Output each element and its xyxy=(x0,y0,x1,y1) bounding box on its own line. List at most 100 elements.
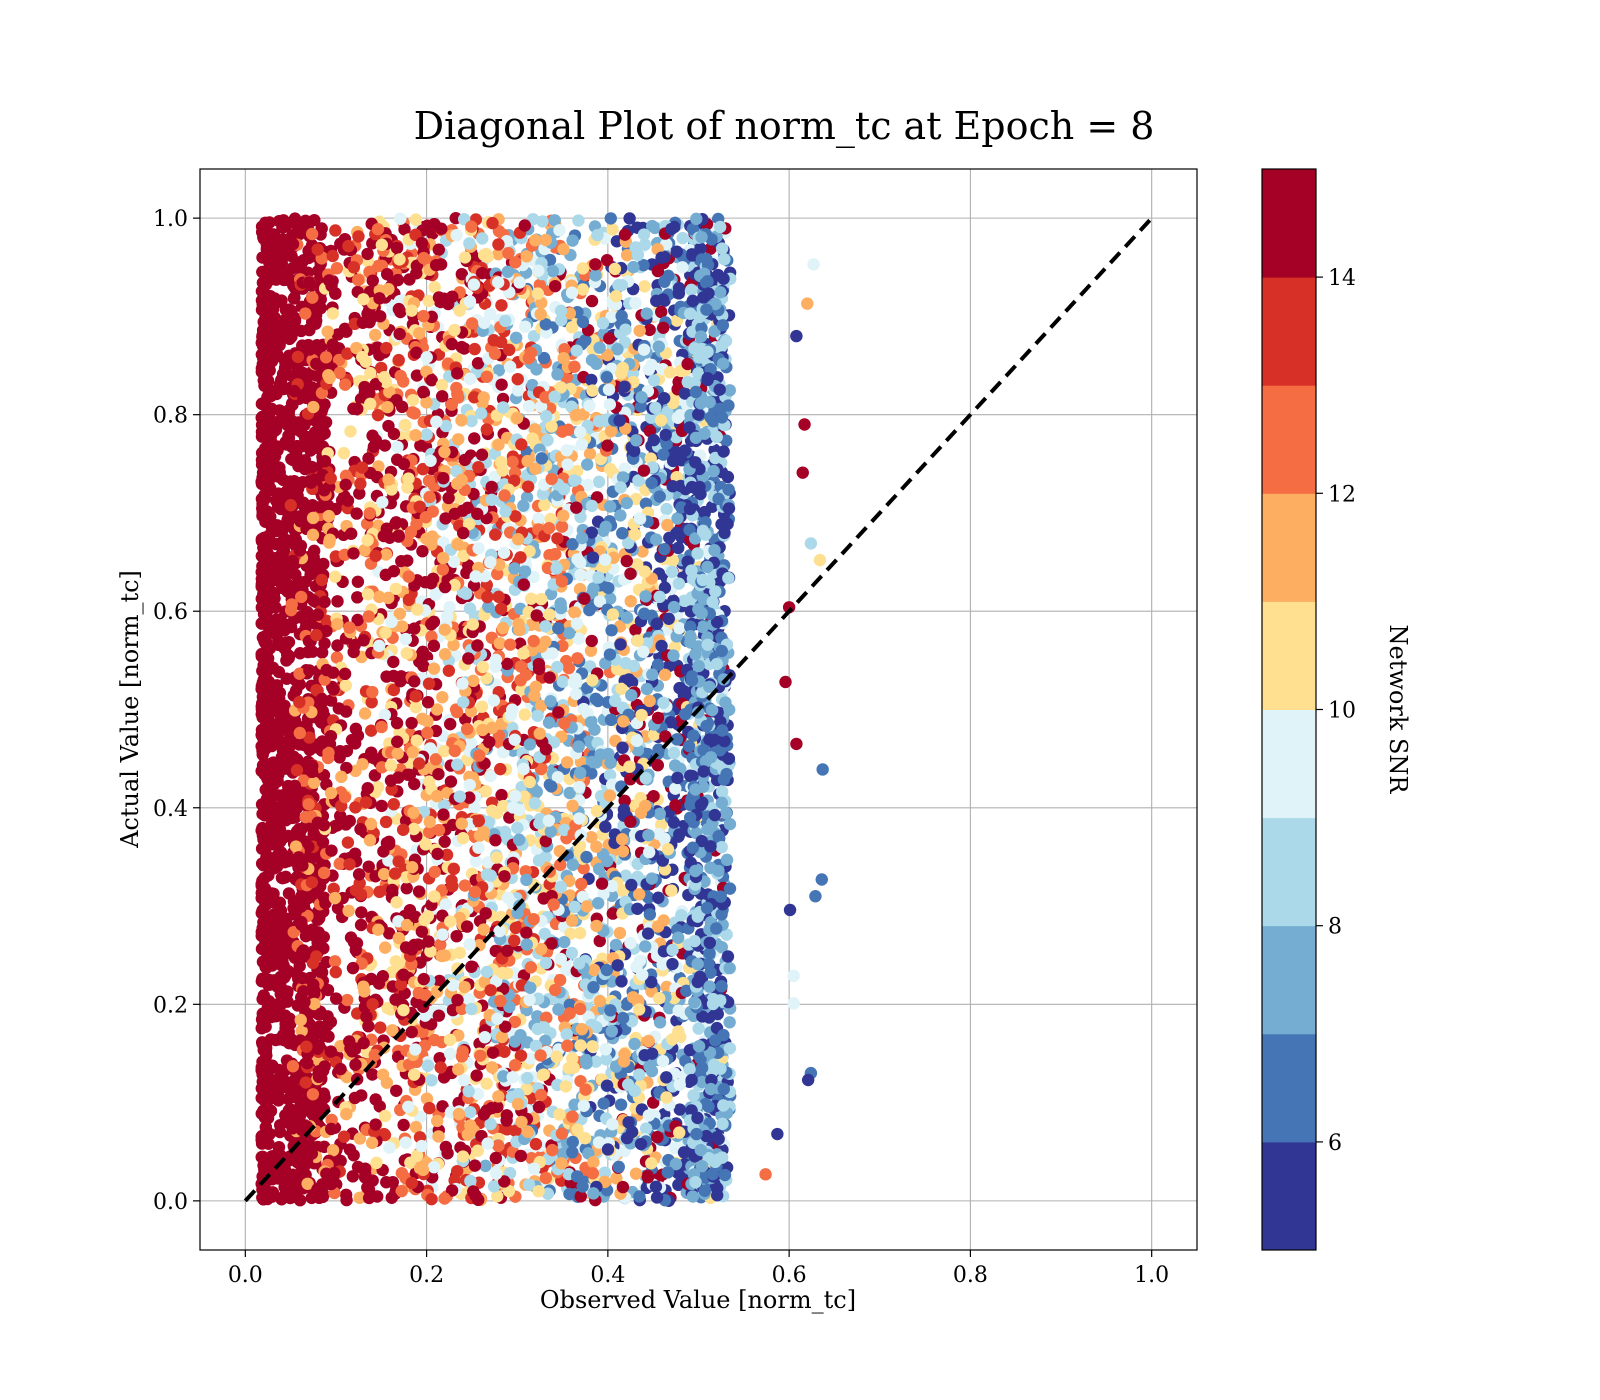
scatter-point xyxy=(616,1180,630,1194)
scatter-point xyxy=(262,332,275,345)
scatter-point xyxy=(257,587,270,601)
scatter-point xyxy=(307,544,321,558)
scatter-point xyxy=(523,993,536,1007)
scatter-point xyxy=(352,868,366,881)
scatter-point xyxy=(288,811,302,824)
scatter-point xyxy=(344,425,357,438)
scatter-point xyxy=(256,748,269,761)
scatter-point xyxy=(380,1176,393,1189)
scatter-point xyxy=(271,336,285,350)
scatter-point xyxy=(265,517,279,530)
scatter-point xyxy=(288,291,301,305)
scatter-point xyxy=(301,1057,314,1070)
scatter-point xyxy=(268,853,282,867)
scatter-point xyxy=(562,423,575,436)
scatter-point xyxy=(581,458,594,471)
scatter-point xyxy=(273,233,286,247)
scatter-point xyxy=(385,615,398,629)
scatter-point xyxy=(356,757,369,771)
scatter-point xyxy=(553,224,566,237)
scatter-point xyxy=(609,938,623,952)
scatter-point xyxy=(376,970,390,983)
scatter-point xyxy=(604,425,618,438)
scatter-point xyxy=(270,679,284,692)
scatter-point xyxy=(499,314,512,328)
scatter-point xyxy=(347,402,360,415)
scatter-point xyxy=(307,776,321,789)
scatter-point xyxy=(275,871,289,885)
scatter-point xyxy=(495,788,508,802)
scatter-point xyxy=(556,675,569,688)
scatter-point xyxy=(409,213,423,226)
scatter-point xyxy=(261,652,275,665)
scatter-point xyxy=(256,505,269,518)
scatter-point xyxy=(262,995,276,1008)
scatter-point xyxy=(256,1183,269,1197)
scatter-point xyxy=(498,825,512,838)
scatter-point xyxy=(456,1150,470,1163)
scatter-point xyxy=(638,280,651,293)
scatter-point xyxy=(290,753,304,766)
scatter-point xyxy=(339,1188,353,1201)
scatter-point xyxy=(557,243,570,256)
scatter-point xyxy=(280,912,293,925)
scatter-point xyxy=(421,696,435,709)
scatter-point xyxy=(620,496,633,510)
scatter-point xyxy=(326,1144,340,1157)
scatter-point xyxy=(286,261,299,275)
scatter-point xyxy=(290,764,304,777)
scatter-point xyxy=(467,674,480,688)
scatter-point xyxy=(277,545,291,558)
scatter-point xyxy=(592,475,606,489)
scatter-point xyxy=(361,782,374,795)
scatter-point xyxy=(369,1093,382,1106)
scatter-point xyxy=(361,247,374,261)
scatter-point xyxy=(256,880,269,893)
scatter-point xyxy=(444,717,457,731)
scatter-point xyxy=(276,809,289,823)
scatter-point xyxy=(303,276,316,289)
scatter-point xyxy=(284,414,298,427)
scatter-point xyxy=(604,713,618,727)
scatter-point xyxy=(417,659,430,673)
scatter-point xyxy=(472,841,485,854)
scatter-point xyxy=(299,1076,313,1089)
scatter-point xyxy=(266,890,279,903)
scatter-point xyxy=(405,716,418,730)
scatter-point xyxy=(642,1034,655,1048)
scatter-point xyxy=(340,993,354,1007)
scatter-point xyxy=(457,1074,471,1087)
scatter-point xyxy=(256,821,269,835)
scatter-point xyxy=(494,602,508,615)
scatter-point xyxy=(543,548,556,562)
scatter-point xyxy=(405,1176,418,1190)
scatter-point xyxy=(341,494,355,507)
scatter-point xyxy=(293,544,307,557)
scatter-point xyxy=(463,602,477,615)
scatter-point xyxy=(351,273,365,287)
scatter-point xyxy=(274,721,288,734)
scatter-point xyxy=(267,911,280,924)
scatter-point xyxy=(256,1129,270,1142)
scatter-point xyxy=(284,730,297,744)
scatter-point xyxy=(640,682,654,696)
scatter-point xyxy=(268,789,281,802)
scatter-point xyxy=(280,987,294,1000)
scatter-point xyxy=(266,816,279,829)
scatter-point xyxy=(262,473,276,486)
scatter-point xyxy=(442,664,456,677)
scatter-point xyxy=(660,502,673,516)
scatter-point xyxy=(268,1010,282,1023)
scatter-point xyxy=(285,397,299,410)
scatter-point xyxy=(366,997,379,1011)
scatter-point xyxy=(517,499,530,512)
scatter-point xyxy=(296,945,309,959)
scatter-point xyxy=(468,1159,482,1172)
scatter-point xyxy=(306,1023,320,1037)
scatter-point xyxy=(358,707,372,720)
scatter-point xyxy=(269,601,282,614)
scatter-point xyxy=(495,299,508,312)
scatter-point xyxy=(264,959,278,972)
scatter-point xyxy=(255,1013,269,1026)
